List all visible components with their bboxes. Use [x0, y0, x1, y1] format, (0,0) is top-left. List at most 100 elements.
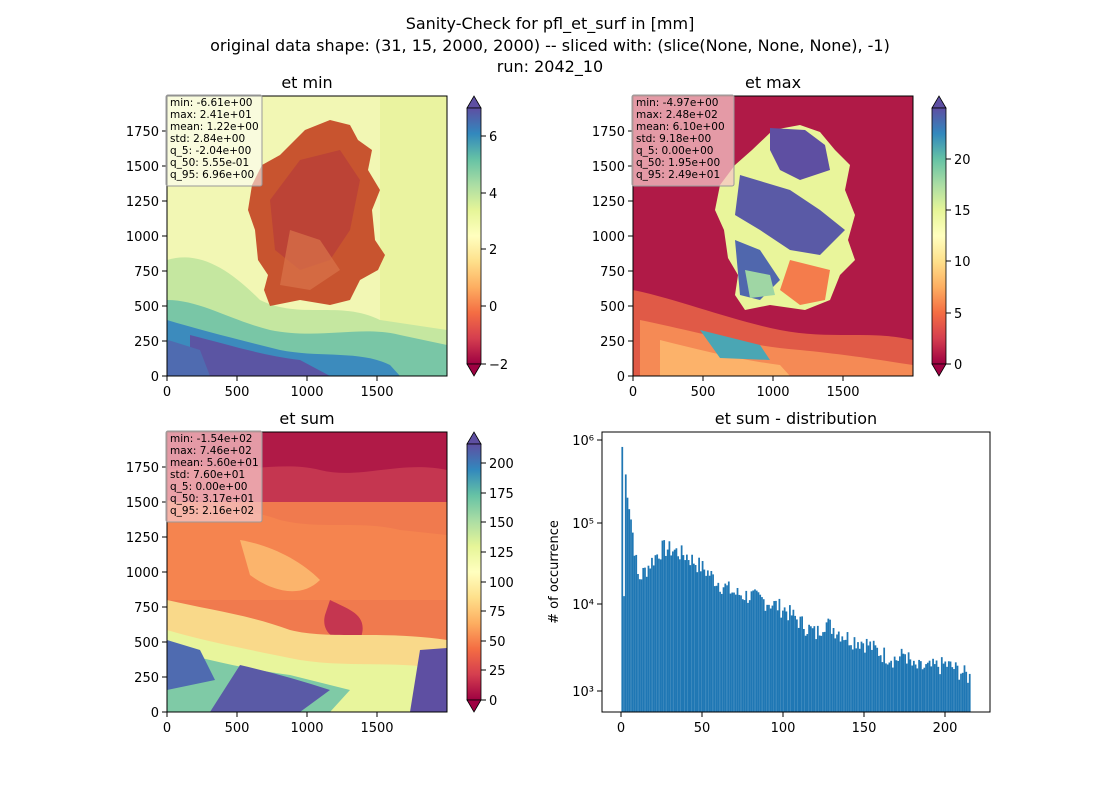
histogram-bar: [848, 645, 851, 712]
histogram-bar: [820, 635, 823, 712]
x-tick-label: 1000: [756, 385, 789, 400]
histogram-bar: [769, 608, 772, 712]
histogram-bar: [923, 667, 926, 712]
y-tick-label: 250: [134, 335, 159, 350]
histogram-bar: [836, 634, 838, 712]
histogram-bar: [733, 592, 735, 712]
y-tick-label: 10⁶: [572, 434, 594, 449]
histogram-bar: [654, 555, 657, 712]
histogram-bar: [752, 590, 755, 712]
histogram-bar: [909, 659, 912, 712]
histogram-bar: [699, 571, 702, 712]
histogram-bar: [858, 648, 861, 712]
x-axis: 0 500 1000 1500: [163, 376, 394, 400]
histogram-bar: [874, 645, 877, 712]
histogram-bar: [967, 682, 969, 712]
histogram-bar: [675, 548, 678, 712]
histogram-bar: [713, 586, 716, 712]
histogram-bar: [666, 549, 669, 712]
y-tick-label: 10⁴: [572, 598, 594, 613]
y-tick-label: 1000: [592, 230, 625, 245]
histogram-bar: [892, 667, 894, 712]
histogram-bar: [846, 632, 849, 712]
histogram-bar: [832, 628, 835, 712]
histogram-bar: [925, 664, 927, 712]
panel-et-min: et min 0 500 1000 1500 0 250 500 750 100…: [126, 73, 508, 400]
histogram-bar: [885, 663, 887, 712]
histogram-bar: [780, 617, 783, 712]
colorbar-tick-label: 0: [489, 300, 497, 315]
histogram-bar: [785, 611, 788, 712]
histogram-bar: [869, 641, 872, 712]
y-tick-label: 10³: [572, 685, 594, 700]
suptitle-line-1: Sanity-Check for pfl_et_surf in [mm]: [406, 14, 695, 34]
histogram-bar: [656, 554, 659, 712]
histogram-bar: [624, 474, 627, 712]
histogram-bar: [692, 563, 695, 712]
histogram-bar: [802, 628, 805, 712]
histogram-bar: [811, 628, 814, 712]
histogram-bar: [926, 662, 929, 712]
colorbar-tick-label: 50: [489, 635, 506, 650]
histogram-bar: [673, 549, 676, 712]
histogram-bar: [740, 595, 742, 712]
histogram-bar: [902, 653, 905, 712]
x-tick-label: 1500: [826, 385, 859, 400]
histogram-bar: [907, 652, 910, 712]
histogram-bar: [850, 645, 852, 712]
histogram-bar: [911, 665, 913, 712]
histogram-bar: [862, 643, 865, 712]
histogram-bar: [672, 551, 674, 712]
histogram-bars: [621, 446, 971, 712]
histogram-bar: [830, 633, 833, 712]
x-axis: 0 500 1000 1500: [629, 376, 860, 400]
histogram-bar: [665, 555, 667, 712]
histogram-bar: [782, 610, 784, 712]
histogram-bar: [630, 519, 632, 712]
x-tick-label: 1500: [360, 721, 393, 736]
x-tick-label: 200: [933, 721, 958, 736]
panel-title: et sum - distribution: [715, 409, 877, 428]
histogram-bar: [743, 600, 746, 712]
histogram-bar: [916, 668, 919, 712]
histogram-bar: [878, 655, 880, 712]
histogram-bar: [644, 567, 646, 712]
x-tick-label: 1500: [360, 385, 393, 400]
histogram-bar: [893, 656, 896, 712]
histogram-bar: [720, 593, 723, 712]
panel-et-sum: et sum 0 500 1000 1500 0 250 500 750: [126, 409, 514, 736]
histogram-bar: [816, 625, 819, 712]
x-axis: 0 50 100 150 200: [617, 712, 958, 736]
y-tick-label: 500: [134, 636, 159, 651]
y-tick-label: 750: [600, 265, 625, 280]
x-tick-label: 0: [163, 385, 171, 400]
histogram-bar: [912, 660, 915, 712]
histogram-bar: [768, 604, 770, 712]
histogram-bar: [745, 590, 748, 712]
histogram-bar: [933, 664, 936, 712]
colorbar-tick-label: 75: [489, 605, 506, 620]
histogram-bar: [778, 598, 781, 712]
histogram-bar: [837, 631, 840, 712]
y-tick-label: 250: [600, 335, 625, 350]
histogram-bar: [762, 599, 765, 712]
stat-min: min: -4.97e+00: [636, 97, 718, 109]
suptitle-line-3: run: 2042_10: [497, 57, 603, 77]
colorbar-tick-label: 20: [954, 153, 971, 168]
histogram-bar: [682, 555, 685, 712]
histogram-bar: [919, 661, 922, 712]
heatmap-image: [167, 432, 447, 712]
histogram-bar: [705, 575, 707, 712]
histogram-bar: [715, 585, 718, 712]
x-axis: 0 500 1000 1500: [163, 712, 394, 736]
colorbar-tick-label: 150: [489, 516, 514, 531]
histogram-bar: [839, 641, 842, 712]
histogram-bar: [961, 672, 964, 712]
y-tick-label: 1500: [592, 160, 625, 175]
colorbar-tick-label: −2: [489, 358, 508, 373]
histogram-bar: [960, 673, 962, 712]
panel-et-sum-distribution: et sum - distribution # of occurrence 0 …: [547, 409, 991, 736]
y-tick-label: 1750: [126, 125, 159, 140]
histogram-bar: [741, 599, 744, 712]
histogram-bar: [843, 640, 845, 712]
